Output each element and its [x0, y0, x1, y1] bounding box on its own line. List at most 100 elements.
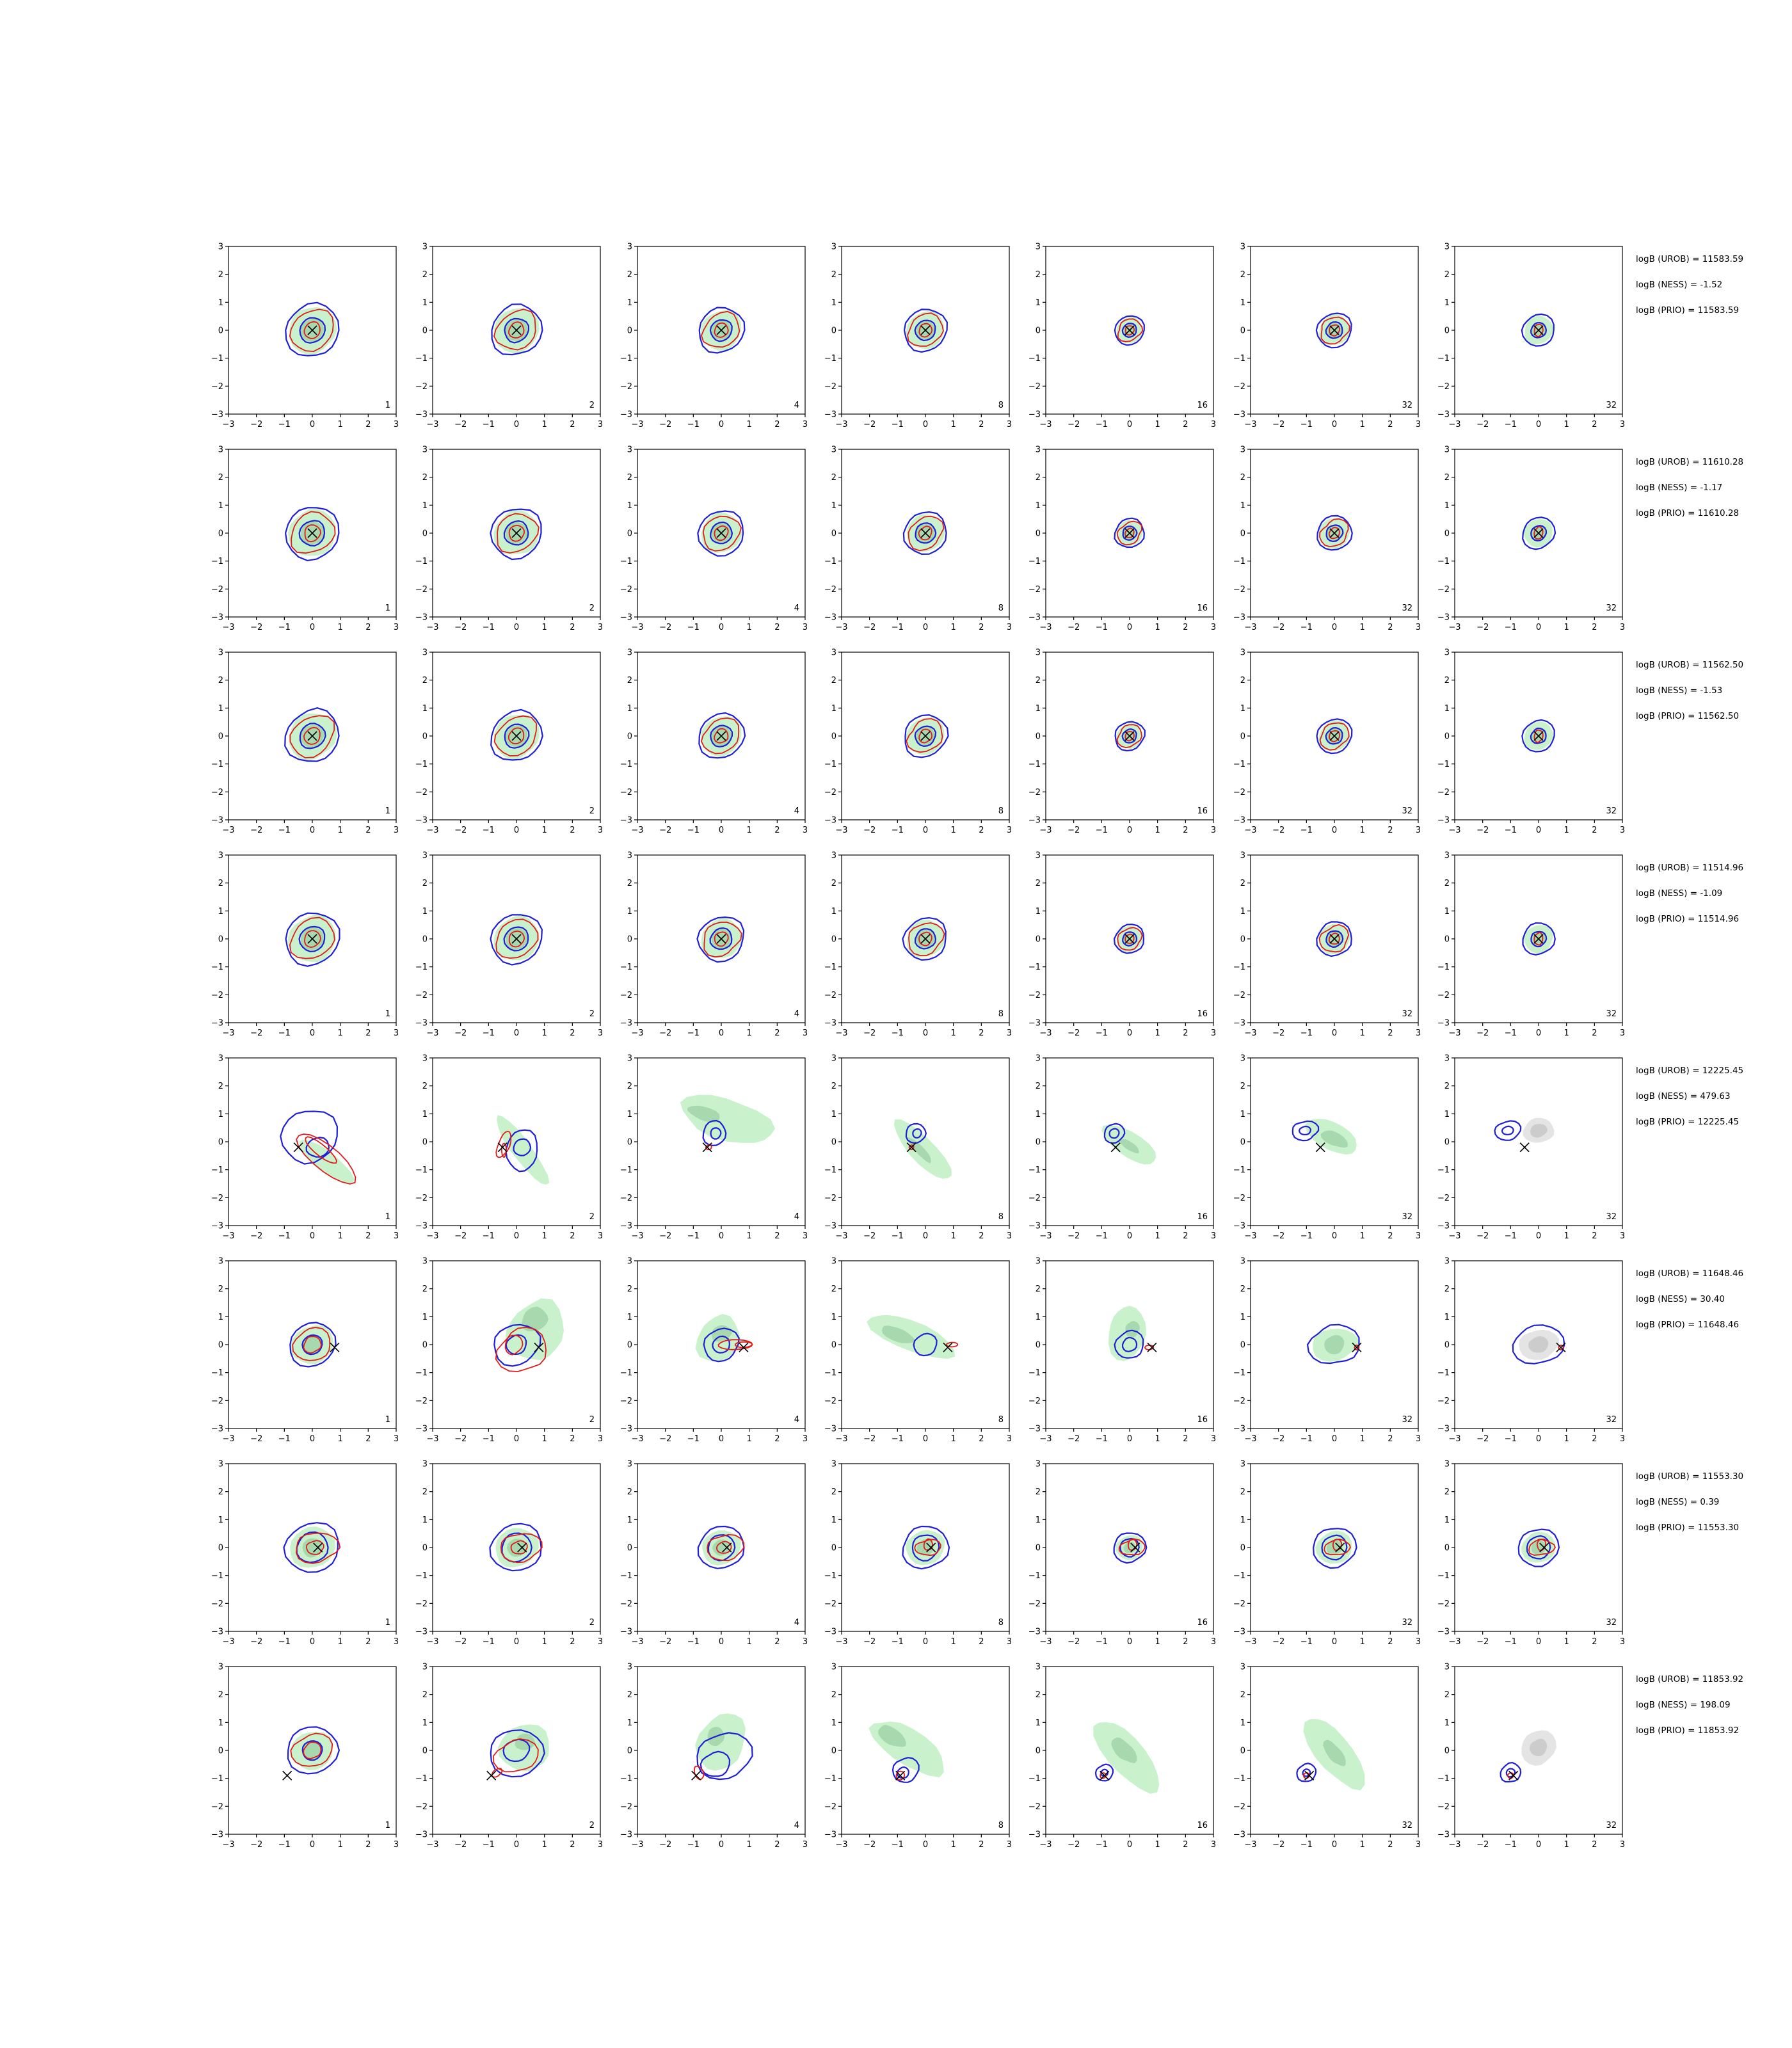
panel-iteration-label: 1: [385, 1415, 390, 1425]
x-tick-label: −3: [1244, 1434, 1256, 1444]
x-tick-label: −2: [659, 1231, 671, 1241]
blue-contour: [1517, 1528, 1560, 1567]
y-tick-label: −3: [211, 1425, 223, 1434]
red-contour: [1118, 1538, 1146, 1556]
y-tick-label: −1: [1437, 557, 1450, 566]
x-tick-label: 3: [803, 1840, 808, 1850]
y-tick-label: 2: [1444, 1284, 1450, 1294]
blue-contour: [285, 912, 340, 967]
posterior-density-core: [1323, 1740, 1346, 1767]
y-tick-label: 1: [1444, 1313, 1450, 1322]
y-tick-label: −3: [620, 1425, 632, 1434]
posterior-density-fill: [299, 1140, 355, 1183]
x-tick-label: 3: [598, 826, 603, 835]
y-tick-label: 3: [1444, 648, 1450, 658]
y-tick-label: −2: [211, 991, 223, 1000]
x-tick-label: −3: [1448, 1231, 1460, 1241]
x-tick-label: −1: [1300, 1434, 1313, 1444]
y-tick-label: 0: [1444, 935, 1450, 945]
y-tick-label: −3: [1437, 410, 1450, 420]
y-tick-label: 3: [1444, 1663, 1450, 1672]
x-tick-label: −1: [892, 1637, 904, 1647]
x-tick-label: 1: [1155, 1028, 1160, 1038]
true-value-marker: [920, 731, 931, 741]
y-tick-label: −3: [1233, 1628, 1245, 1637]
y-tick-label: −1: [620, 557, 632, 566]
y-tick-label: 3: [1036, 1460, 1041, 1469]
x-tick-label: 0: [923, 1637, 928, 1647]
y-tick-label: 0: [1240, 1747, 1245, 1756]
logb-annotations: logB (UROB) = 11583.59 logB (NESS) = -1.5…: [1636, 254, 1743, 1736]
true-value-marker: [497, 1142, 508, 1153]
x-tick-label: −1: [483, 1637, 495, 1647]
panel-iteration-label: 2: [589, 1415, 595, 1425]
x-tick-label: 2: [774, 1637, 780, 1647]
posterior-density-core: [687, 1105, 720, 1123]
y-tick-label: −2: [620, 382, 632, 392]
x-tick-label: 3: [1416, 826, 1421, 835]
panel-r8-c7: −3 −2 −1 0 1 2 3 −3 −2 −1 0 1 2 3 32: [1437, 1663, 1625, 1850]
x-tick-label: −2: [659, 1637, 671, 1647]
blue-contour: [710, 1127, 722, 1140]
x-tick-label: 2: [1388, 1231, 1393, 1241]
x-tick-label: 2: [365, 1028, 371, 1038]
y-tick-label: 1: [422, 1516, 428, 1525]
red-contour: [508, 524, 525, 542]
x-tick-label: −3: [1244, 826, 1256, 835]
y-tick-label: −1: [620, 1368, 632, 1378]
x-tick-label: 1: [1360, 1434, 1365, 1444]
red-contour: [923, 1538, 934, 1551]
y-tick-label: −1: [211, 557, 223, 566]
y-tick-label: 2: [422, 270, 428, 280]
y-tick-label: −3: [1028, 1019, 1041, 1028]
true-value-marker: [906, 1142, 916, 1153]
y-tick-label: −2: [824, 788, 836, 797]
red-contour: [1320, 316, 1350, 345]
y-tick-label: 3: [218, 243, 223, 252]
true-value-marker: [920, 325, 931, 335]
x-tick-label: −3: [426, 420, 438, 429]
y-tick-label: 3: [1036, 243, 1041, 252]
y-tick-label: −3: [211, 1830, 223, 1840]
x-tick-label: 0: [923, 1840, 928, 1850]
blue-contour: [912, 1128, 922, 1139]
x-tick-label: 0: [719, 1637, 724, 1647]
blue-contour: [1526, 1535, 1551, 1560]
posterior-density-core: [882, 1325, 915, 1343]
y-tick-label: 3: [831, 1663, 836, 1672]
y-tick-label: 2: [1036, 1284, 1041, 1294]
x-tick-label: −3: [426, 1840, 438, 1850]
x-tick-label: −2: [863, 1231, 876, 1241]
y-tick-label: 3: [831, 1054, 836, 1064]
y-tick-label: −2: [1437, 788, 1450, 797]
y-tick-label: −3: [824, 1222, 836, 1231]
x-tick-label: 1: [1155, 1637, 1160, 1647]
panel-r2-c6: −3 −2 −1 0 1 2 3 −3 −2 −1 0 1 2 3 32: [1233, 445, 1421, 633]
y-tick-label: 0: [1240, 1341, 1245, 1350]
x-tick-label: 1: [1564, 1028, 1569, 1038]
x-tick-label: 2: [774, 1231, 780, 1241]
y-tick-label: 3: [1036, 1054, 1041, 1064]
x-tick-label: −1: [278, 1231, 291, 1241]
x-tick-label: 2: [1388, 1028, 1393, 1038]
red-contour: [1124, 731, 1135, 742]
blue-contour: [1122, 931, 1138, 947]
x-tick-label: 0: [1332, 1637, 1337, 1647]
x-tick-label: 0: [719, 1028, 724, 1038]
x-tick-label: 2: [1592, 1637, 1597, 1647]
x-tick-label: −2: [1476, 420, 1489, 429]
x-tick-label: −1: [892, 1840, 904, 1850]
y-tick-label: −1: [1437, 760, 1450, 769]
y-tick-label: −2: [1233, 585, 1245, 595]
y-tick-label: −1: [1233, 354, 1245, 364]
y-tick-label: 1: [1036, 704, 1041, 714]
y-tick-label: 2: [831, 473, 836, 483]
y-tick-label: 2: [627, 1082, 632, 1091]
